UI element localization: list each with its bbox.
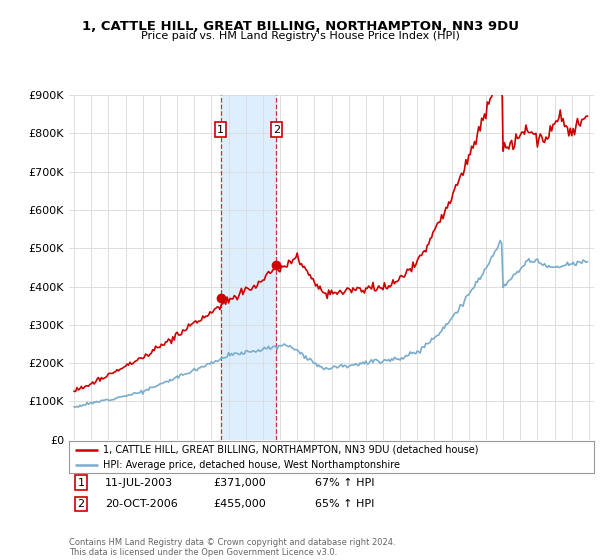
Text: £371,000: £371,000: [213, 478, 266, 488]
Text: 1, CATTLE HILL, GREAT BILLING, NORTHAMPTON, NN3 9DU (detached house): 1, CATTLE HILL, GREAT BILLING, NORTHAMPT…: [103, 445, 479, 455]
Text: Contains HM Land Registry data © Crown copyright and database right 2024.
This d: Contains HM Land Registry data © Crown c…: [69, 538, 395, 557]
Text: 1, CATTLE HILL, GREAT BILLING, NORTHAMPTON, NN3 9DU: 1, CATTLE HILL, GREAT BILLING, NORTHAMPT…: [82, 20, 518, 32]
Text: HPI: Average price, detached house, West Northamptonshire: HPI: Average price, detached house, West…: [103, 460, 400, 470]
Text: 20-OCT-2006: 20-OCT-2006: [105, 499, 178, 509]
Bar: [221, 95, 277, 440]
Text: 2: 2: [273, 125, 280, 134]
Text: 2: 2: [77, 499, 85, 509]
Text: 11-JUL-2003: 11-JUL-2003: [105, 478, 173, 488]
Text: Price paid vs. HM Land Registry's House Price Index (HPI): Price paid vs. HM Land Registry's House …: [140, 31, 460, 41]
Text: 1: 1: [77, 478, 85, 488]
Text: 65% ↑ HPI: 65% ↑ HPI: [315, 499, 374, 509]
Text: £455,000: £455,000: [213, 499, 266, 509]
Text: 1: 1: [217, 125, 224, 134]
Text: 67% ↑ HPI: 67% ↑ HPI: [315, 478, 374, 488]
